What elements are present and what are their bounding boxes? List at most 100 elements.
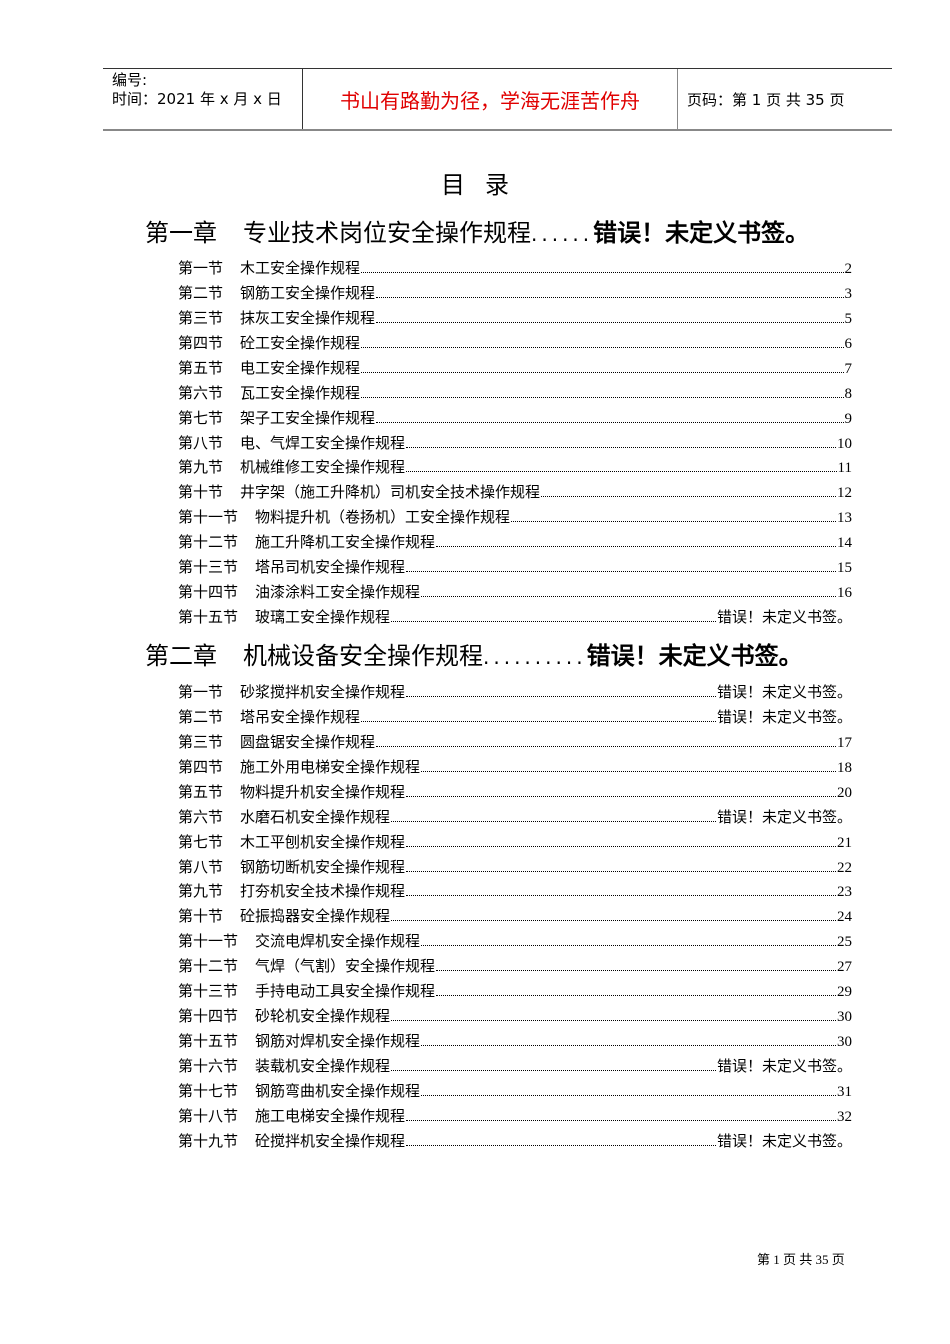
section-title: 钢筋工安全操作规程 <box>240 283 376 302</box>
section-page: 错误！未定义书签。 <box>716 807 852 826</box>
toc-section[interactable]: 第一节 砂浆搅拌机安全操作规程 错误！未定义书签。 <box>178 681 852 701</box>
toc-section[interactable]: 第八节 钢筋切断机安全操作规程 22 <box>178 856 852 876</box>
header-motto: 书山有路勤为径，学海无涯苦作舟 <box>303 69 678 129</box>
leader-dots <box>406 845 836 847</box>
toc-section[interactable]: 第十二节 气焊（气割）安全操作规程 27 <box>178 955 852 975</box>
toc-section[interactable]: 第九节 打夯机安全技术操作规程 23 <box>178 880 852 900</box>
toc-section[interactable]: 第十七节 钢筋弯曲机安全操作规程 31 <box>178 1080 852 1100</box>
toc-section[interactable]: 第十一节 交流电焊机安全操作规程 25 <box>178 930 852 950</box>
toc-section[interactable]: 第四节 施工外用电梯安全操作规程 18 <box>178 756 852 776</box>
section-title: 钢筋对焊机安全操作规程 <box>255 1032 421 1051</box>
chapter-label: 第二章 <box>145 642 217 670</box>
section-page: 13 <box>837 510 852 527</box>
leader-dots <box>406 695 716 697</box>
toc-section[interactable]: 第十八节 施工电梯安全操作规程 32 <box>178 1105 852 1125</box>
section-page: 5 <box>844 310 853 327</box>
toc-section[interactable]: 第十六节 装载机安全操作规程 错误！未定义书签。 <box>178 1055 852 1075</box>
toc-section[interactable]: 第三节 抹灰工安全操作规程 5 <box>178 307 852 327</box>
toc-section[interactable]: 第六节 水磨石机安全操作规程 错误！未定义书签。 <box>178 806 852 826</box>
toc-section[interactable]: 第十四节 油漆涂料工安全操作规程 16 <box>178 581 852 601</box>
toc-section[interactable]: 第六节 瓦工安全操作规程 8 <box>178 382 852 402</box>
leader-dots <box>436 545 836 548</box>
toc-section[interactable]: 第二节 塔吊安全操作规程 错误！未定义书签。 <box>178 706 852 726</box>
toc-title: 目录 <box>441 171 529 199</box>
section-page: 9 <box>844 410 853 427</box>
section-label: 第一节 <box>178 259 224 277</box>
toc-section[interactable]: 第七节 木工平刨机安全操作规程 21 <box>178 831 852 851</box>
toc-section[interactable]: 第二节 钢筋工安全操作规程 3 <box>178 282 852 302</box>
section-title: 砼搅拌机安全操作规程 <box>255 1131 406 1150</box>
section-page: 2 <box>844 261 853 277</box>
toc-section[interactable]: 第五节 电工安全操作规程 7 <box>178 357 852 377</box>
section-page: 错误！未定义书签。 <box>716 1131 852 1150</box>
leader-dots <box>406 1144 716 1146</box>
leader-dots <box>421 944 836 947</box>
leader-dots <box>406 570 836 573</box>
toc-section[interactable]: 第三节 圆盘锯安全操作规程 17 <box>178 731 852 751</box>
section-title: 手持电动工具安全操作规程 <box>255 982 436 1001</box>
section-title: 油漆涂料工安全操作规程 <box>255 583 421 602</box>
chapter-page: 错误！未定义书签。 <box>593 219 810 247</box>
toc-section[interactable]: 第十节 井字架（施工升降机）司机安全技术操作规程 12 <box>178 481 852 501</box>
leader-dots <box>391 919 836 922</box>
section-title: 物料提升机（卷扬机）工安全操作规程 <box>255 508 511 527</box>
leader-dots <box>541 495 836 498</box>
toc-section[interactable]: 第一节 木工安全操作规程 2 <box>178 257 852 277</box>
section-label: 第四节 <box>178 333 224 352</box>
toc-chapter[interactable]: 第二章 机械设备安全操作规程.......... 错误！未定义书签。 <box>145 636 855 671</box>
section-label: 第三节 <box>178 732 224 751</box>
page-footer: 第 1 页 共 35 页 <box>757 1252 845 1267</box>
toc-chapter[interactable]: 第一章 专业技术岗位安全操作规程...... 错误！未定义书签。 <box>145 213 855 248</box>
section-title: 塔吊司机安全操作规程 <box>255 558 406 577</box>
section-title: 气焊（气割）安全操作规程 <box>255 957 436 976</box>
section-title: 砼工安全操作规程 <box>240 333 361 352</box>
section-page: 31 <box>837 1083 852 1100</box>
section-page: 12 <box>837 485 852 502</box>
section-title: 机械维修工安全操作规程 <box>240 458 406 477</box>
leader-dots <box>361 371 844 373</box>
chapter-title: 机械设备安全操作规程 <box>243 642 483 670</box>
leader-dots <box>436 969 836 972</box>
toc-section[interactable]: 第七节 架子工安全操作规程 9 <box>178 407 852 427</box>
section-page: 错误！未定义书签。 <box>716 608 852 627</box>
section-title: 瓦工安全操作规程 <box>240 383 361 402</box>
section-label: 第十三节 <box>178 558 239 577</box>
section-title: 电工安全操作规程 <box>240 358 361 377</box>
leader-dots <box>376 421 844 423</box>
toc-section[interactable]: 第四节 砼工安全操作规程 6 <box>178 332 852 352</box>
toc-section[interactable]: 第十三节 塔吊司机安全操作规程 15 <box>178 556 852 576</box>
section-label: 第二节 <box>178 283 224 302</box>
toc-section[interactable]: 第十三节 手持电动工具安全操作规程 29 <box>178 980 852 1000</box>
section-label: 第六节 <box>178 807 224 826</box>
toc-section[interactable]: 第十四节 砂轮机安全操作规程 30 <box>178 1005 852 1025</box>
toc-section[interactable]: 第十一节 物料提升机（卷扬机）工安全操作规程 13 <box>178 506 852 526</box>
leader-dots <box>361 346 844 348</box>
leader-dots <box>421 1044 836 1047</box>
toc-section[interactable]: 第十五节 钢筋对焊机安全操作规程 30 <box>178 1030 852 1050</box>
section-label: 第十一节 <box>178 932 239 951</box>
leader-dots: .......... <box>483 645 587 669</box>
toc-section[interactable]: 第九节 机械维修工安全操作规程 11 <box>178 456 852 476</box>
section-label: 第十七节 <box>178 1081 239 1100</box>
section-title: 砂浆搅拌机安全操作规程 <box>240 683 406 701</box>
leader-dots <box>376 296 844 298</box>
section-page: 10 <box>837 435 852 452</box>
section-page: 错误！未定义书签。 <box>716 683 852 701</box>
toc-section[interactable]: 第十节 砼振捣器安全操作规程 24 <box>178 905 852 925</box>
leader-dots <box>391 820 716 822</box>
section-label: 第十九节 <box>178 1131 239 1150</box>
leader-dots <box>406 446 836 448</box>
section-title: 打夯机安全技术操作规程 <box>240 882 406 901</box>
section-title: 水磨石机安全操作规程 <box>240 807 391 826</box>
toc-section[interactable]: 第五节 物料提升机安全操作规程 20 <box>178 781 852 801</box>
toc-section[interactable]: 第十九节 砼搅拌机安全操作规程 错误！未定义书签。 <box>178 1130 852 1150</box>
toc-section[interactable]: 第十二节 施工升降机工安全操作规程 14 <box>178 531 852 551</box>
section-page: 17 <box>837 734 852 751</box>
section-page: 32 <box>837 1108 852 1125</box>
section-label: 第八节 <box>178 857 224 876</box>
section-label: 第五节 <box>178 358 224 377</box>
toc-section[interactable]: 第八节 电、气焊工安全操作规程 10 <box>178 432 852 452</box>
leader-dots <box>391 620 716 623</box>
leader-dots <box>406 1119 836 1121</box>
toc-section[interactable]: 第十五节 玻璃工安全操作规程 错误！未定义书签。 <box>178 606 852 626</box>
